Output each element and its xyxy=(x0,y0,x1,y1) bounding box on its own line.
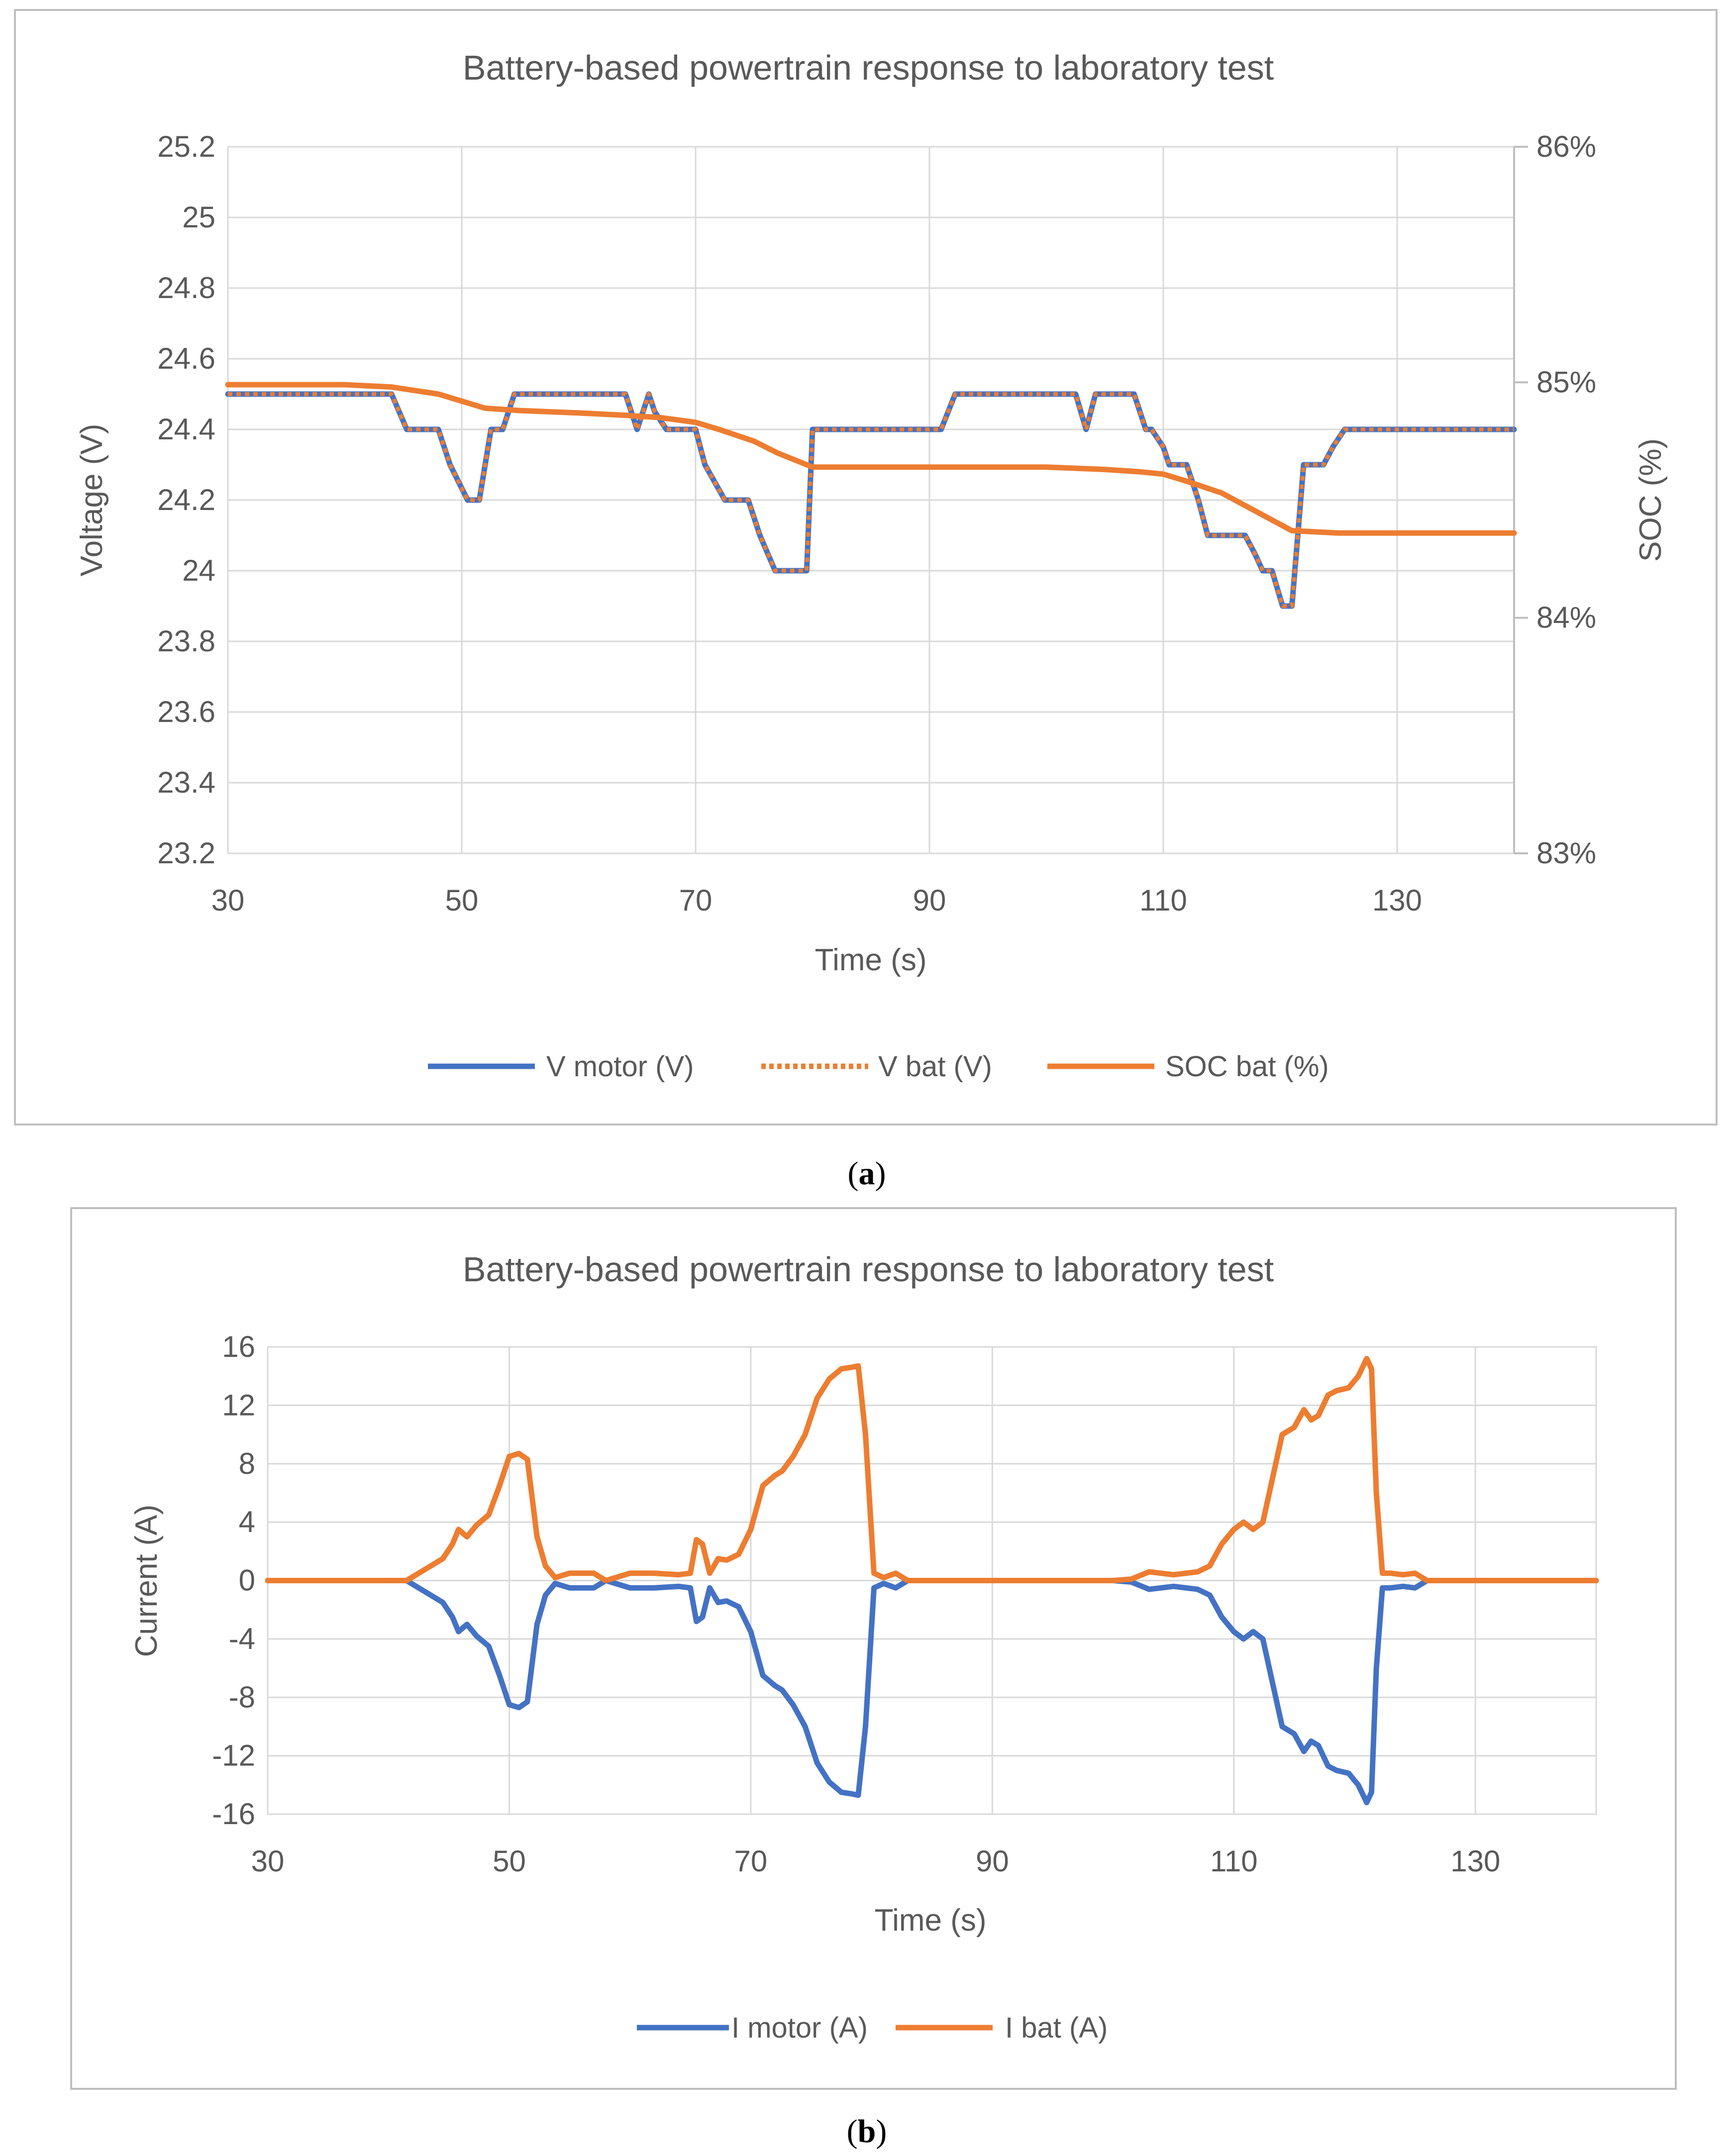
x-tick-label: 30 xyxy=(211,884,245,917)
chart-b: Battery-based powertrain response to lab… xyxy=(70,1207,1677,2090)
chart-b-series xyxy=(265,1356,1599,1805)
x-tick-label: 130 xyxy=(1450,1845,1500,1878)
y2-tick-label: 84% xyxy=(1536,601,1596,634)
chart-b-ticks: -16 -12 -8 -4 0 4 8 12 16 30 50 70 90 110 130 xyxy=(212,1330,1500,1878)
y-tick-label: 23.6 xyxy=(157,695,215,728)
x-tick-label: 130 xyxy=(1372,884,1422,917)
y-tick-label: -8 xyxy=(229,1680,255,1714)
chart-b-x-axis-title: Time (s) xyxy=(875,1903,987,1938)
series-line-i-bat-a xyxy=(265,1356,1599,1583)
y-tick-label: 24.6 xyxy=(157,342,215,375)
x-tick-label: 50 xyxy=(445,884,479,917)
y-tick-label: 25.2 xyxy=(157,130,215,163)
x-tick-label: 70 xyxy=(734,1845,768,1878)
x-tick-label: 70 xyxy=(679,884,713,917)
legend-label-soc-bat: SOC bat (%) xyxy=(1165,1050,1329,1083)
x-tick-label: 90 xyxy=(913,884,946,917)
chart-a-title: Battery-based powertrain response to lab… xyxy=(463,48,1274,87)
legend-label-v-bat: V bat (V) xyxy=(878,1050,992,1083)
y-tick-label: -12 xyxy=(212,1739,255,1772)
chart-a-y-axis-title: Voltage (V) xyxy=(75,424,109,577)
chart-b-y-axis-title: Current (A) xyxy=(129,1505,164,1657)
x-tick-label: 50 xyxy=(493,1845,526,1878)
chart-a-series xyxy=(225,382,1517,609)
y2-tick-label: 83% xyxy=(1536,836,1596,870)
chart-b-frame xyxy=(70,1207,1677,2090)
caption-a: (a) xyxy=(848,1155,886,1192)
y-tick-label: 23.8 xyxy=(157,624,215,658)
series-line-i-motor-a xyxy=(265,1578,1599,1805)
y-tick-label: 0 xyxy=(239,1564,255,1597)
y-tick-label: 24.4 xyxy=(157,412,215,446)
y-tick-label: 8 xyxy=(239,1447,255,1480)
chart-a: Battery-based powertrain response to lab… xyxy=(14,9,1718,1126)
y-tick-label: 4 xyxy=(239,1505,255,1539)
x-tick-label: 110 xyxy=(1210,1845,1258,1878)
y2-tick-label: 85% xyxy=(1536,365,1596,399)
legend-label-i-motor: I motor (A) xyxy=(731,2012,868,2044)
y-tick-label: -16 xyxy=(212,1797,255,1831)
y-tick-label: 12 xyxy=(222,1388,255,1422)
x-tick-label: 90 xyxy=(976,1845,1009,1878)
y-tick-label: 24 xyxy=(182,554,215,587)
y-tick-label: -4 xyxy=(229,1622,255,1655)
caption-b: (b) xyxy=(847,2113,887,2150)
y-tick-label: 24.2 xyxy=(157,483,215,516)
y-tick-label: 24.8 xyxy=(157,271,215,305)
chart-a-legend: V motor (V) V bat (V) SOC bat (%) xyxy=(428,1050,1329,1083)
legend-label-v-motor: V motor (V) xyxy=(546,1050,694,1083)
chart-a-x-axis-title: Time (s) xyxy=(815,943,927,977)
y-tick-label: 23.4 xyxy=(157,766,215,799)
y-tick-label: 23.2 xyxy=(157,836,215,870)
y-tick-label: 25 xyxy=(182,201,215,234)
chart-a-ticks: 23.2 23.4 23.6 23.8 24 24.2 24.4 24.6 24.8 25 25.2… xyxy=(157,130,1596,917)
series-line-v-bat-v xyxy=(228,392,1514,608)
chart-a-frame xyxy=(14,9,1718,1126)
chart-a-y2-axis-title: SOC (%) xyxy=(1633,438,1668,562)
x-tick-label: 110 xyxy=(1139,884,1187,917)
chart-b-legend: I motor (A) I bat (A) xyxy=(637,2012,1108,2044)
chart-b-title: Battery-based powertrain response to lab… xyxy=(463,1250,1274,1289)
series-line-soc-bat xyxy=(225,382,1517,536)
y-tick-label: 16 xyxy=(222,1330,255,1363)
x-tick-label: 30 xyxy=(251,1845,285,1878)
y2-tick-label: 86% xyxy=(1536,130,1596,163)
legend-label-i-bat: I bat (A) xyxy=(1005,2012,1108,2044)
